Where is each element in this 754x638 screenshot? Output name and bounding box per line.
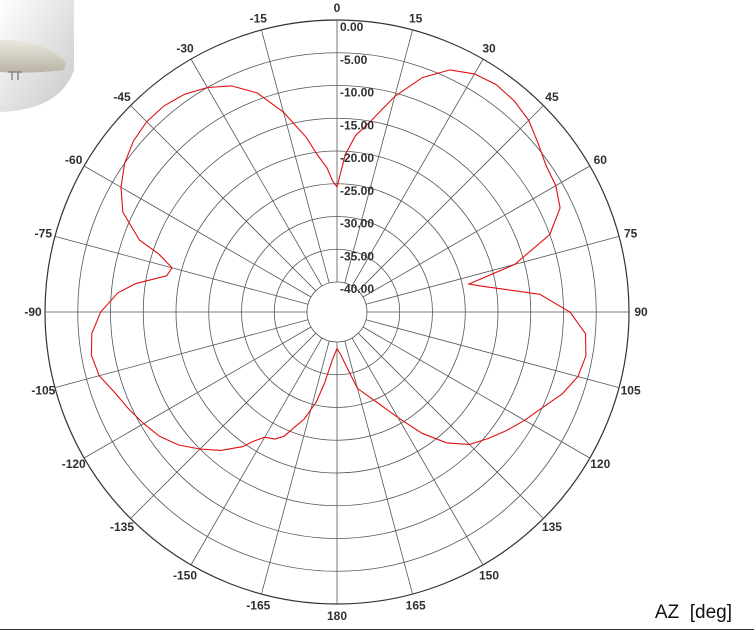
radial-tick-label: -10.00 <box>340 86 374 100</box>
pattern-series-line <box>90 69 587 451</box>
bottom-rule <box>0 629 754 630</box>
angle-tick-label: 165 <box>406 599 426 613</box>
radial-tick-label: -20.00 <box>340 151 374 165</box>
grid-spoke <box>357 332 544 519</box>
angle-tick-label: -15 <box>250 11 268 25</box>
grid-spoke <box>54 319 309 388</box>
angle-tick-label: -90 <box>24 305 42 319</box>
grid-spoke <box>357 105 544 292</box>
grid-spoke <box>190 58 323 287</box>
angle-tick-label: -135 <box>110 520 134 534</box>
grid-spoke <box>54 236 309 305</box>
x-axis-label: AZ [deg] <box>654 602 732 623</box>
angle-tick-label: 120 <box>590 457 610 471</box>
angle-tick-label: 0 <box>334 1 341 15</box>
radial-tick-label: -40.00 <box>340 282 374 296</box>
grid-spoke <box>362 326 591 459</box>
polar-grid <box>44 19 630 605</box>
angle-tick-label: -105 <box>31 384 55 398</box>
grid-spoke <box>190 337 323 566</box>
radial-tick-label: -5.00 <box>340 53 368 67</box>
radial-tick-label: -25.00 <box>340 184 374 198</box>
angle-tick-labels: -165-150-135-120-105-90-75-60-45-30-1501… <box>24 1 648 623</box>
grid-spoke <box>351 337 484 566</box>
angle-tick-label: -30 <box>176 42 194 56</box>
radial-tick-label: -15.00 <box>340 118 374 132</box>
angle-tick-label: 180 <box>327 609 347 623</box>
angle-tick-label: 60 <box>594 153 608 167</box>
grid-spoke <box>344 29 413 284</box>
grid-spoke <box>344 340 413 595</box>
angle-tick-label: -120 <box>62 457 86 471</box>
grid-spoke <box>261 340 330 595</box>
radial-tick-label: -35.00 <box>340 249 374 263</box>
grid-spoke <box>351 58 484 287</box>
grid-spoke <box>365 236 620 305</box>
angle-tick-label: 105 <box>621 384 641 398</box>
angle-tick-label: -60 <box>65 153 83 167</box>
angle-tick-label: 90 <box>634 305 648 319</box>
series-layer <box>90 69 587 451</box>
angle-tick-label: 15 <box>409 11 423 25</box>
grid-spoke <box>130 332 317 519</box>
angle-tick-label: -75 <box>35 226 53 240</box>
angle-tick-label: 45 <box>545 90 559 104</box>
antenna-thumbnail-image <box>0 0 74 112</box>
grid-spoke <box>83 165 312 298</box>
grid-spoke <box>130 105 317 292</box>
angle-tick-label: 150 <box>479 568 499 582</box>
angle-tick-label: 30 <box>482 42 496 56</box>
angle-tick-label: -45 <box>113 90 131 104</box>
radial-tick-labels: 0.00 -5.00 -10.00 -15.00 -20.00 -25.00 -30.00 -… <box>340 20 374 296</box>
grid-spoke <box>83 326 312 459</box>
grid-spoke <box>362 165 591 298</box>
angle-tick-label: -165 <box>246 599 270 613</box>
angle-tick-label: 135 <box>542 520 562 534</box>
angle-tick-label: -150 <box>173 568 197 582</box>
angle-tick-label: 75 <box>624 226 638 240</box>
radial-tick-label: 0.00 <box>340 20 364 34</box>
radial-tick-label: -30.00 <box>340 217 374 231</box>
grid-spoke <box>365 319 620 388</box>
grid-spoke <box>261 29 330 284</box>
